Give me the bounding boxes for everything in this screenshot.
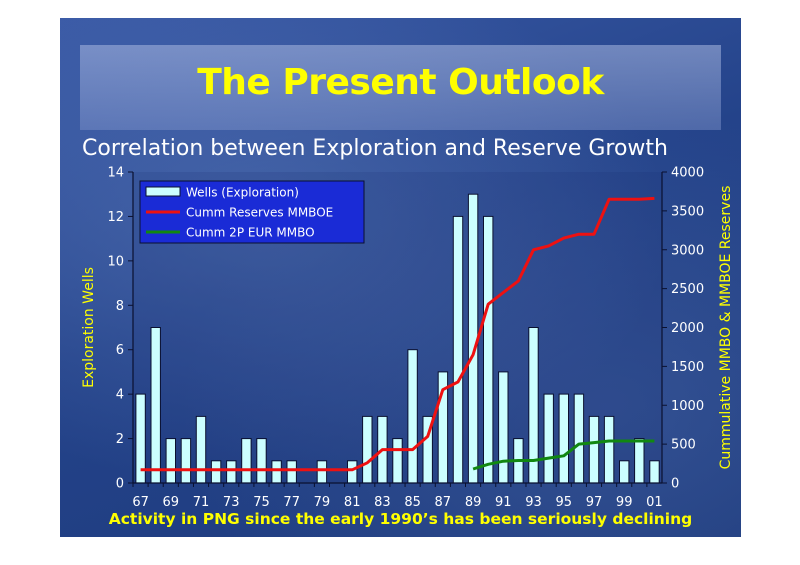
x-tick-label: 75 — [253, 495, 270, 510]
x-tick-label: 91 — [495, 495, 512, 510]
x-tick-label: 67 — [132, 495, 149, 510]
y-tick-label: 12 — [107, 210, 124, 225]
bar-wells-00 — [634, 438, 645, 484]
legend: Wells (Exploration) Cumm Reserves MMBOE Cu… — [139, 180, 365, 244]
bar-wells-77 — [286, 460, 297, 484]
x-tick-label: 99 — [616, 495, 633, 510]
bar-wells-98 — [603, 415, 615, 484]
y2-tick-label: 3500 — [671, 204, 704, 219]
x-tick-label: 77 — [283, 495, 300, 510]
bar-wells-96 — [573, 393, 585, 484]
footer-note: Activity in PNG since the early 1990’s h… — [108, 510, 693, 528]
bar-wells-74 — [241, 438, 252, 484]
bar-wells-85 — [407, 349, 418, 484]
chart: 0 2 4 6 8 10 12 14 0 500 1000 1500 2000 2500 3000 3500 4… — [81, 166, 734, 511]
x-tick-label: 83 — [374, 495, 391, 510]
y-tick-label: 8 — [116, 299, 124, 314]
bar-wells-69 — [165, 438, 176, 484]
bar-wells-99 — [619, 460, 630, 484]
y2-axis-title: Cummulative MMBO & MMBOE Reserves — [718, 186, 734, 470]
x-tick-label: 79 — [314, 495, 331, 510]
y-tick-label: 14 — [107, 166, 124, 181]
y2-tick-label: 1000 — [671, 399, 704, 414]
chart-title: Correlation between Exploration and Rese… — [82, 136, 668, 161]
bar-wells-81 — [347, 460, 358, 484]
y-tick-label: 2 — [116, 432, 124, 447]
bar-wells-95 — [558, 393, 570, 484]
legend-label: Wells (Exploration) — [186, 186, 299, 200]
legend-swatch-wells — [145, 186, 181, 197]
x-tick-label: 93 — [525, 495, 542, 510]
legend-label: Cumm Reserves MMBOE — [186, 206, 333, 220]
y2-tick-label: 500 — [671, 438, 696, 453]
bar-wells-71 — [195, 415, 207, 484]
x-tick-label: 01 — [646, 495, 663, 510]
line-cumm-2p-eur — [472, 439, 655, 471]
y-tick-label: 0 — [116, 477, 124, 492]
y-tick-label: 4 — [116, 388, 124, 403]
line-series — [140, 196, 655, 472]
bar-wells-82 — [362, 415, 373, 484]
y-tick-label: 6 — [116, 343, 124, 358]
bar-wells-01 — [649, 460, 660, 484]
title-band — [80, 45, 721, 130]
bar-wells-76 — [271, 460, 282, 484]
bar-wells-70 — [180, 438, 192, 484]
y-axis-title: Exploration Wells — [81, 267, 97, 388]
x-tick-label: 87 — [435, 495, 452, 510]
slide-title: The Present Outlook — [197, 62, 604, 103]
x-tick-label: 89 — [465, 495, 482, 510]
x-tick-label: 95 — [556, 495, 573, 510]
y2-tick-label: 2500 — [671, 282, 704, 297]
bar-wells-72 — [210, 460, 222, 484]
x-tick-label: 73 — [223, 495, 240, 510]
bar-wells-73 — [226, 460, 237, 484]
x-tick-label: 85 — [404, 495, 421, 510]
bar-wells-68 — [150, 327, 161, 484]
y2-tick-label: 0 — [671, 477, 679, 492]
y2-tick-label: 3000 — [671, 243, 704, 258]
bar-wells-94 — [543, 393, 554, 484]
y2-tick-label: 4000 — [671, 166, 704, 181]
slide-background: The Present Outlook Correlation between … — [60, 18, 741, 537]
bar-wells-97 — [588, 415, 600, 484]
x-tick-label: 71 — [193, 495, 210, 510]
x-tick-label: 97 — [586, 495, 603, 510]
line-cumm-reserves — [140, 196, 655, 472]
legend-label: Cumm 2P EUR MMBO — [186, 226, 315, 240]
bar-wells-75 — [256, 438, 267, 484]
y2-tick-label: 2000 — [671, 321, 704, 336]
x-tick-label: 81 — [344, 495, 361, 510]
x-tick-label: 69 — [163, 495, 180, 510]
axes: 0 2 4 6 8 10 12 14 0 500 1000 1500 2000 2500 3000 3500 4… — [107, 166, 704, 511]
y2-tick-label: 1500 — [671, 360, 704, 375]
bar-wells-91 — [498, 371, 509, 484]
y-tick-label: 10 — [107, 254, 124, 269]
bar-wells-88 — [452, 215, 464, 484]
bar-wells-90 — [483, 215, 494, 484]
bar-wells-79 — [316, 460, 328, 484]
bar-wells-84 — [392, 438, 403, 484]
